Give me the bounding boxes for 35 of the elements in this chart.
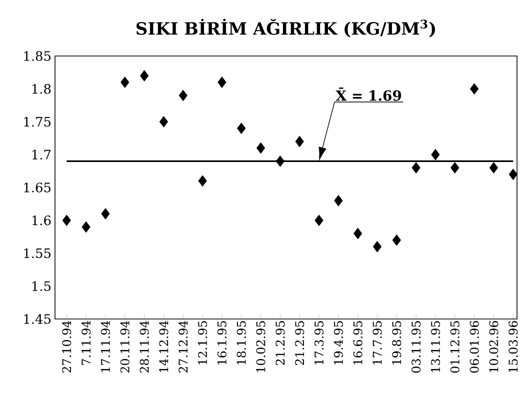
x-tick-label: 18.1.95 — [236, 321, 246, 364]
x-tick-label: 17.11.94 — [100, 320, 110, 372]
y-tick-label: 1.65 — [24, 182, 50, 192]
x-tick-label: 17.7.95 — [372, 321, 382, 364]
x-tick-label: 21.2.95 — [295, 321, 304, 366]
x-tick-label: 27.10.94 — [62, 320, 72, 373]
x-tick-label: 03.11.95 — [412, 321, 421, 373]
y-tick-label: 1.85 — [24, 51, 50, 61]
x-tick-label: 13.11.95 — [430, 321, 440, 372]
x-tick-label: 28.11.94 — [140, 320, 149, 373]
x-tick-label: 19.4.95 — [334, 321, 343, 364]
y-tick-label: 1.7 — [32, 150, 51, 160]
chart-title: SIKI BİRİM AĞIRLIK (KG/DM$^{3}$) — [136, 18, 435, 38]
x-tick-label: 06.01.96 — [470, 320, 479, 373]
y-tick-label: 1.5 — [32, 281, 50, 292]
x-tick-label: 16.6.95 — [353, 321, 362, 364]
x-tick-label: 10.02.95 — [256, 321, 266, 372]
x-tick-label: 7.11.94 — [82, 320, 91, 365]
x-tick-label: 21.2.95 — [276, 321, 285, 366]
y-tick-label: 1.6 — [32, 215, 51, 226]
y-tick-label: 1.75 — [24, 116, 50, 127]
ref-line-label: X̄ = 1.69 — [336, 88, 402, 101]
y-tick-label: 1.55 — [24, 248, 50, 258]
y-tick-label: 1.45 — [24, 314, 50, 324]
x-tick-label: 10.02.96 — [489, 320, 498, 372]
x-tick-label: 27.12.94 — [178, 320, 188, 373]
y-tick-label: 1.8 — [32, 84, 51, 94]
x-tick-label: 17.3.95 — [314, 321, 324, 364]
x-tick-label: 15.03.96 — [508, 320, 518, 372]
x-tick-label: 16.1.95 — [217, 321, 226, 364]
x-tick-label: 20.11.94 — [120, 320, 130, 373]
x-tick-label: 19.8.95 — [392, 321, 402, 364]
x-tick-label: 01.12.95 — [450, 321, 460, 373]
x-tick-label: 12.1.95 — [198, 321, 208, 364]
x-tick-label: 14.12.94 — [159, 320, 168, 372]
